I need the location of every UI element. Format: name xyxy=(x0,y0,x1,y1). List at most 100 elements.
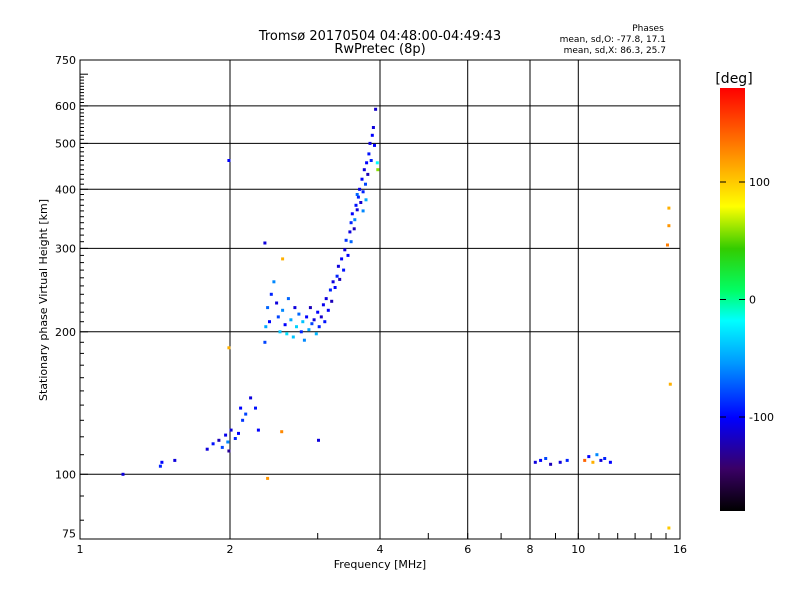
data-point xyxy=(266,476,270,480)
colorbar-tick-label: -100 xyxy=(749,411,774,424)
chart-subtitle: RwPretec (8p) xyxy=(334,42,425,57)
phase-info-heading: Phases xyxy=(632,24,664,34)
data-point xyxy=(361,190,365,194)
data-point xyxy=(376,168,380,172)
data-point xyxy=(342,268,346,272)
data-point xyxy=(599,458,603,462)
y-tick-label: 400 xyxy=(55,183,76,196)
data-point xyxy=(368,141,372,145)
x-tick-label: 10 xyxy=(571,543,585,556)
data-point xyxy=(211,442,215,446)
data-point xyxy=(269,292,273,296)
data-point xyxy=(272,280,276,284)
data-point xyxy=(317,438,320,442)
data-point xyxy=(285,332,289,336)
data-point xyxy=(302,338,306,342)
data-point xyxy=(233,437,237,440)
data-point xyxy=(293,306,297,310)
data-point xyxy=(291,335,295,339)
data-point xyxy=(276,315,280,319)
data-point xyxy=(323,320,327,324)
data-point xyxy=(281,257,285,261)
data-point xyxy=(356,195,360,199)
data-point xyxy=(366,172,370,176)
y-tick-label: 600 xyxy=(55,100,76,113)
data-point xyxy=(314,332,318,336)
data-point xyxy=(335,274,339,278)
data-point xyxy=(358,187,362,191)
data-point xyxy=(286,297,290,301)
data-point xyxy=(367,152,371,156)
colorbar-tick-label: 100 xyxy=(749,176,770,189)
data-point xyxy=(321,303,325,307)
data-point xyxy=(268,320,271,324)
phase-info-x: mean, sd,X: 86.3, 25.7 xyxy=(564,46,666,56)
data-point xyxy=(354,203,358,207)
data-point xyxy=(275,301,279,305)
data-point xyxy=(227,346,231,350)
y-tick-label: 750 xyxy=(55,54,76,67)
data-point xyxy=(256,428,260,432)
data-point xyxy=(667,526,671,530)
colorbar-ticks: 100 0 -100 xyxy=(720,176,774,424)
data-point xyxy=(333,286,337,289)
y-axis-label: Stationary phase Virtual Height [km] xyxy=(37,199,50,401)
y-tick-label: 500 xyxy=(55,137,76,150)
y-tick-label: 75 xyxy=(62,527,76,540)
data-point xyxy=(283,323,287,327)
data-point xyxy=(121,472,125,476)
data-point xyxy=(173,458,177,462)
data-point xyxy=(362,168,366,172)
data-point xyxy=(205,447,209,451)
data-point xyxy=(668,382,672,386)
data-point xyxy=(239,406,243,410)
x-tick-label: 4 xyxy=(377,543,384,556)
data-point xyxy=(217,438,221,442)
data-point xyxy=(278,330,282,334)
data-point xyxy=(227,159,231,162)
data-point xyxy=(319,315,323,319)
data-point xyxy=(544,457,548,460)
data-point xyxy=(359,201,363,204)
data-point xyxy=(281,308,285,312)
data-point xyxy=(254,406,257,410)
x-tick-label: 16 xyxy=(673,543,687,556)
data-point xyxy=(308,306,312,310)
data-point xyxy=(295,325,298,329)
axis-ticks: 1 2 4 6 8 10 16 75 100 200 300 400 500 600 750 xyxy=(55,54,687,556)
data-point xyxy=(297,312,301,316)
data-point xyxy=(266,306,270,310)
data-point xyxy=(316,310,320,314)
data-point xyxy=(533,460,537,464)
data-point xyxy=(364,182,367,186)
data-point xyxy=(539,458,543,462)
chart-title: Tromsø 20170504 04:48:00-04:49:43 xyxy=(258,29,501,44)
data-point xyxy=(249,396,253,400)
data-point xyxy=(338,277,342,281)
data-point xyxy=(241,418,245,422)
x-tick-label: 8 xyxy=(527,543,534,556)
data-point xyxy=(583,458,587,462)
x-tick-label: 1 xyxy=(77,543,84,556)
data-point xyxy=(224,433,228,437)
data-point xyxy=(310,322,314,326)
data-point xyxy=(355,193,359,196)
data-point xyxy=(244,412,248,416)
x-tick-label: 6 xyxy=(464,543,471,556)
data-point xyxy=(365,161,369,165)
data-point xyxy=(307,328,311,332)
data-point xyxy=(558,460,562,464)
data-points xyxy=(121,107,672,530)
data-point xyxy=(340,257,344,261)
data-point xyxy=(370,133,374,137)
data-point xyxy=(373,143,376,147)
data-point xyxy=(328,288,332,292)
data-point xyxy=(324,297,328,301)
data-point xyxy=(280,430,284,434)
data-point xyxy=(591,460,595,464)
data-point xyxy=(289,318,293,322)
data-point xyxy=(375,161,379,165)
colorbar: [deg] 100 0 -100 xyxy=(715,71,774,511)
data-point xyxy=(361,209,365,213)
